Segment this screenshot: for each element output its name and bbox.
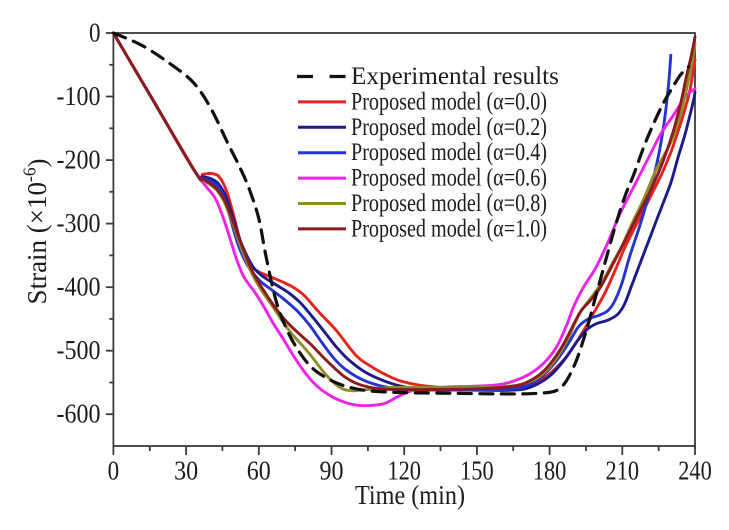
svg-text:-200: -200 — [57, 144, 101, 175]
svg-text:Time (min): Time (min) — [355, 480, 465, 510]
svg-text:60: 60 — [247, 455, 271, 486]
svg-text:Proposed model (α=0.0): Proposed model (α=0.0) — [351, 88, 547, 115]
svg-text:210: 210 — [606, 455, 640, 486]
svg-text:30: 30 — [174, 455, 198, 486]
svg-text:0: 0 — [108, 455, 120, 486]
svg-text:120: 120 — [387, 455, 421, 486]
svg-text:Proposed model (α=0.8): Proposed model (α=0.8) — [351, 190, 547, 217]
svg-text:-500: -500 — [57, 334, 101, 365]
svg-text:-600: -600 — [57, 398, 101, 429]
svg-text:Proposed model (α=0.2): Proposed model (α=0.2) — [351, 114, 547, 141]
svg-text:Strain (×10-6): Strain (×10-6) — [20, 159, 53, 305]
svg-text:-100: -100 — [57, 80, 101, 111]
svg-text:90: 90 — [320, 455, 344, 486]
svg-text:0: 0 — [89, 17, 101, 48]
svg-text:Proposed model (α=0.6): Proposed model (α=0.6) — [351, 165, 547, 192]
svg-text:Experimental results: Experimental results — [351, 63, 559, 90]
svg-text:Proposed model (α=1.0): Proposed model (α=1.0) — [351, 215, 547, 242]
svg-text:Proposed model (α=0.4): Proposed model (α=0.4) — [351, 139, 547, 166]
svg-text:-400: -400 — [57, 271, 101, 302]
svg-text:180: 180 — [533, 455, 567, 486]
svg-text:150: 150 — [460, 455, 494, 486]
svg-text:240: 240 — [678, 455, 712, 486]
svg-text:-300: -300 — [57, 207, 101, 238]
